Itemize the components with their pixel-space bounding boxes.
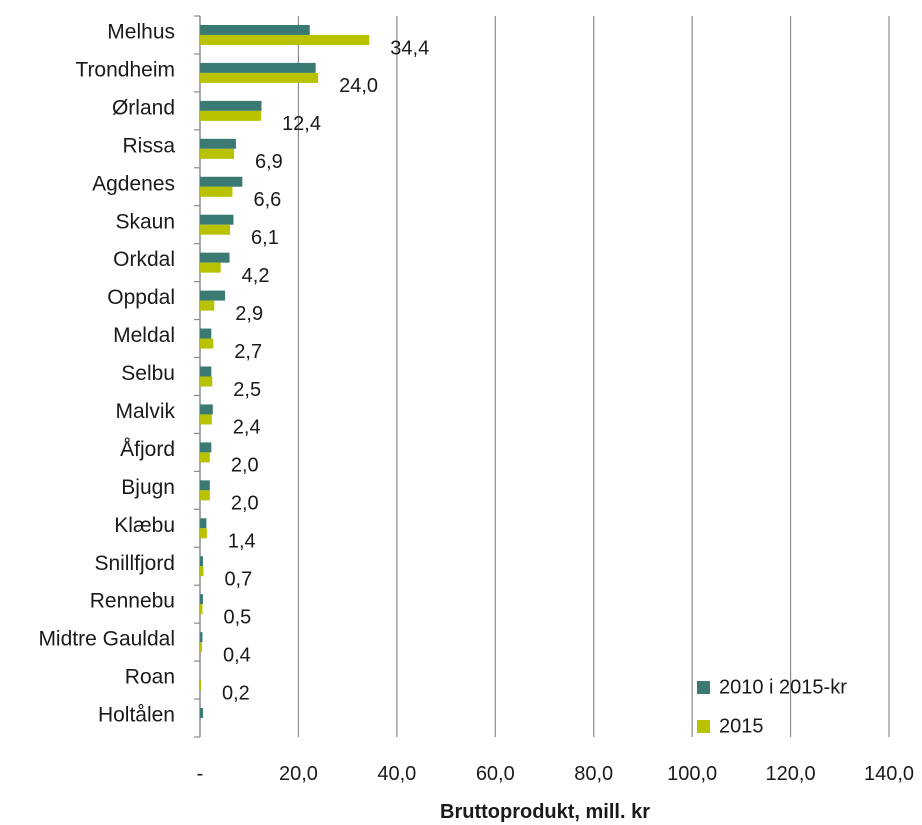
- data-label: 2,5: [233, 379, 261, 401]
- category-label: Roan: [125, 666, 175, 689]
- x-tick-label: 100,0: [667, 763, 717, 785]
- category-label: Trondheim: [75, 58, 175, 81]
- legend-swatch: [697, 720, 710, 733]
- category-label: Ørland: [112, 96, 175, 119]
- gridlines: [194, 15, 890, 738]
- category-label: Skaun: [115, 210, 175, 233]
- x-tick-label: 40,0: [377, 763, 416, 785]
- legend-swatch: [697, 681, 710, 694]
- category-label: Melhus: [107, 21, 175, 44]
- category-label: Åfjord: [120, 438, 175, 461]
- category-label: Oppdal: [107, 286, 175, 309]
- bar-series1: [200, 708, 203, 719]
- legend-label: 2010 i 2015-kr: [719, 676, 847, 698]
- bar-series2: [200, 604, 203, 615]
- category-label: Bjugn: [121, 476, 175, 499]
- data-label: 0,4: [223, 644, 251, 666]
- bars: [200, 24, 370, 719]
- category-label: Rennebu: [90, 590, 175, 613]
- bar-series1: [200, 366, 212, 377]
- data-label: 4,2: [242, 265, 270, 287]
- bar-series1: [200, 176, 243, 187]
- bar-series2: [200, 34, 370, 45]
- data-label: 12,4: [282, 113, 321, 135]
- data-label: 6,6: [253, 189, 281, 211]
- data-label: 2,4: [233, 417, 261, 439]
- bar-series2: [200, 642, 202, 653]
- category-label: Klæbu: [114, 514, 175, 537]
- x-tick-label: -: [197, 763, 204, 785]
- x-tick-labels: - 20,0 40,0 60,0 80,0 100,0 120,0 140,0: [197, 763, 914, 785]
- x-tick-label: 20,0: [279, 763, 318, 785]
- bar-series1: [200, 480, 210, 491]
- bar-series1: [200, 100, 262, 111]
- bar-series2: [200, 338, 214, 349]
- category-label: Holtålen: [98, 704, 175, 727]
- data-label: 2,0: [231, 455, 259, 477]
- bar-series2: [200, 148, 234, 159]
- bar-series2: [200, 376, 213, 387]
- data-label: 0,2: [222, 682, 250, 704]
- bar-series1: [200, 138, 236, 149]
- data-label: 34,4: [390, 37, 429, 59]
- bar-series2: [200, 186, 233, 197]
- bar-series1: [200, 632, 203, 643]
- data-label: 2,0: [231, 493, 259, 515]
- legend-label: 2015: [719, 715, 764, 737]
- bar-series1: [200, 62, 316, 73]
- bar-series1: [200, 214, 234, 225]
- x-tick-label: 80,0: [574, 763, 613, 785]
- data-label: 24,0: [339, 75, 378, 97]
- category-label: Malvik: [115, 400, 175, 423]
- bar-series1: [200, 594, 203, 605]
- bar-series2: [200, 490, 210, 501]
- data-label: 2,7: [234, 341, 262, 363]
- category-label: Meldal: [113, 324, 175, 347]
- bar-series2: [200, 566, 204, 577]
- data-labels: 34,4 24,0 12,4 6,9 6,6 6,1 4,2 2,9 2,7 2,5 2,4 2,0 2…: [222, 37, 429, 704]
- bar-series2: [200, 528, 207, 539]
- bar-series2: [200, 414, 212, 425]
- data-label: 0,7: [224, 569, 252, 591]
- bar-series2: [200, 262, 221, 273]
- category-label: Selbu: [121, 362, 175, 385]
- category-label: Agdenes: [92, 172, 175, 195]
- bar-series2: [200, 110, 262, 121]
- category-label: Midtre Gauldal: [38, 628, 175, 651]
- bar-series2: [200, 72, 319, 83]
- bar-series1: [200, 328, 212, 339]
- category-label: Rissa: [122, 134, 175, 157]
- x-tick-label: 60,0: [476, 763, 515, 785]
- x-tick-label: 140,0: [864, 763, 914, 785]
- bar-series2: [200, 680, 201, 691]
- data-label: 6,1: [251, 227, 279, 249]
- bar-series1: [200, 556, 203, 567]
- bar-series1: [200, 252, 230, 263]
- bar-series2: [200, 300, 215, 311]
- bar-series1: [200, 518, 207, 529]
- bar-series1: [200, 404, 213, 415]
- category-label: Orkdal: [113, 248, 175, 271]
- bar-series2: [200, 452, 210, 463]
- category-label: Snillfjord: [94, 552, 175, 575]
- data-label: 6,9: [255, 151, 283, 173]
- bar-series1: [200, 290, 226, 301]
- data-label: 2,9: [235, 303, 263, 325]
- bar-series1: [200, 442, 212, 453]
- data-label: 0,5: [223, 606, 251, 628]
- category-labels: Melhus Trondheim Ørland Rissa Agdenes Skaun Or…: [38, 21, 175, 727]
- data-label: 1,4: [228, 531, 256, 553]
- legend: 2010 i 2015-kr 2015: [697, 676, 847, 737]
- x-tick-label: 120,0: [766, 763, 816, 785]
- x-axis-title: Bruttoprodukt, mill. kr: [440, 801, 650, 823]
- bar-series2: [200, 224, 231, 235]
- bar-series1: [200, 24, 310, 35]
